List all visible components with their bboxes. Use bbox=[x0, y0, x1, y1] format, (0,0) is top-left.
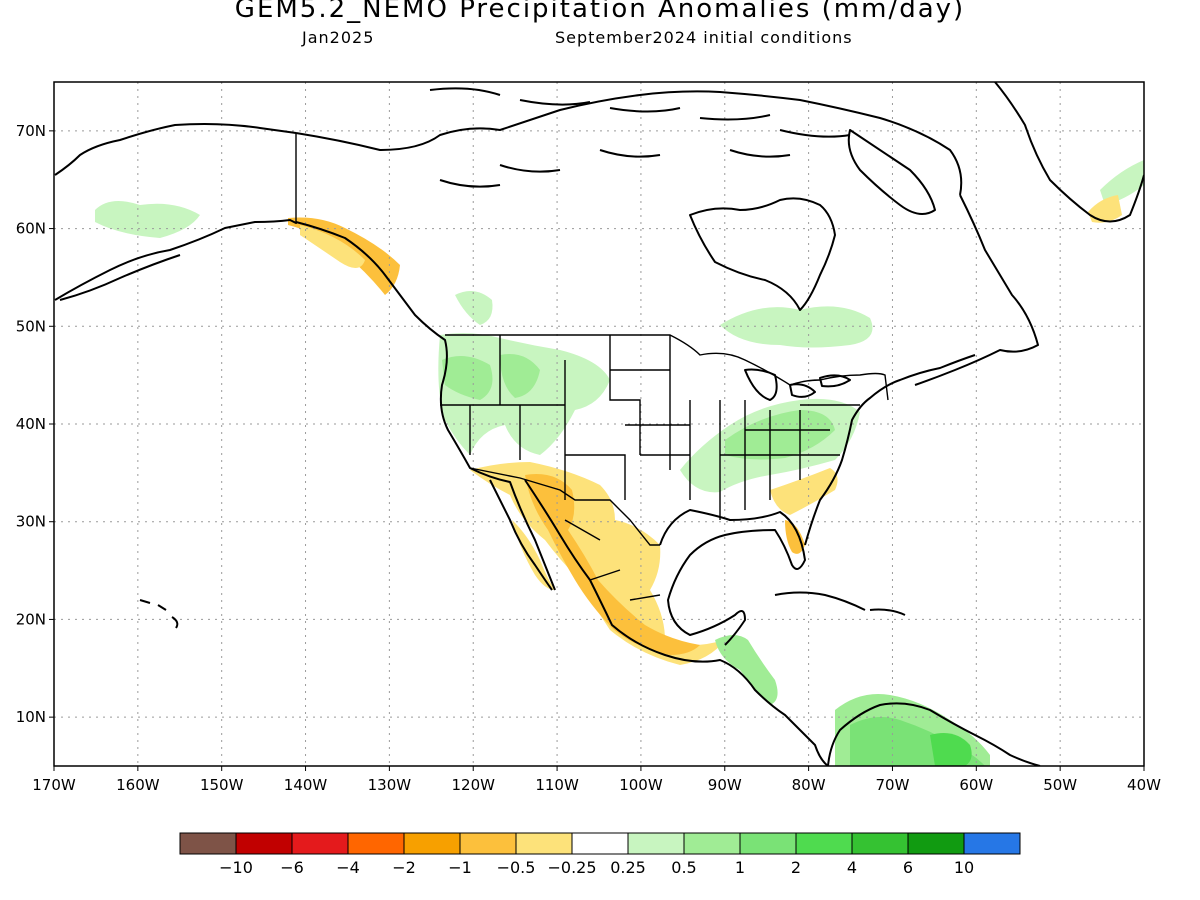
lon-tick-label: 120W bbox=[451, 776, 495, 794]
wet-anomaly-pacific-nw bbox=[455, 291, 493, 325]
state-boundaries bbox=[295, 133, 889, 601]
lon-tick-label: 100W bbox=[619, 776, 663, 794]
dry-anomaly-southwest bbox=[470, 462, 725, 665]
colorbar-swatch bbox=[291, 832, 349, 855]
lat-tick-label: 20N bbox=[16, 610, 46, 628]
colorbar-swatch bbox=[795, 832, 853, 855]
lat-tick-label: 40N bbox=[16, 415, 46, 433]
colorbar-label: 10 bbox=[954, 858, 974, 877]
colorbar-label: 6 bbox=[903, 858, 913, 877]
initial-conditions: September2024 initial conditions bbox=[555, 28, 853, 47]
lon-tick-label: 110W bbox=[535, 776, 579, 794]
coast-alaska bbox=[54, 123, 297, 301]
coast-alaska-peninsula bbox=[59, 254, 181, 301]
lon-tick-label: 60W bbox=[959, 776, 993, 794]
lat-tick-label: 30N bbox=[16, 513, 46, 531]
wet-anomaly-oregon bbox=[442, 356, 493, 400]
colorbar-swatch bbox=[907, 832, 965, 855]
forecast-month: Jan2025 bbox=[302, 28, 375, 47]
colorbar-label: 2 bbox=[791, 858, 801, 877]
map-title: GEM5.2_NEMO Precipitation Anomalies (mm/… bbox=[234, 0, 966, 24]
coast-labrador bbox=[914, 194, 1039, 386]
coast-central-america bbox=[827, 702, 1041, 766]
coast-pacific-nw bbox=[295, 221, 556, 591]
wet-anomaly-greenland bbox=[1100, 160, 1144, 205]
coast-hawaii bbox=[139, 599, 179, 629]
lon-tick-label: 170W bbox=[32, 776, 76, 794]
colorbar-label: 0.25 bbox=[610, 858, 646, 877]
lon-tick-label: 40W bbox=[1127, 776, 1161, 794]
dry-anomaly-baja bbox=[512, 520, 555, 590]
border-us-mexico bbox=[469, 467, 660, 546]
border-mexico-states bbox=[564, 519, 661, 601]
map-area bbox=[54, 82, 1144, 766]
coast-arctic-islands bbox=[429, 87, 851, 188]
coast-atlantic-us bbox=[804, 354, 976, 546]
coastlines bbox=[54, 82, 1144, 766]
colorbar-swatch bbox=[627, 832, 685, 855]
dry-anomaly-bc-coast bbox=[288, 217, 400, 295]
map-axes: 170W 160W 150W 140W 130W 120W 110W 100W 90W 80W 70… bbox=[16, 122, 1161, 794]
dry-anomaly-southeast bbox=[770, 468, 838, 515]
lon-tick-label: 130W bbox=[368, 776, 412, 794]
coast-gulf-of-mexico bbox=[659, 509, 806, 646]
lon-tick-label: 70W bbox=[876, 776, 910, 794]
wet-anomaly-andes bbox=[930, 732, 972, 766]
colorbar-swatch bbox=[739, 832, 797, 855]
graticule bbox=[54, 82, 1144, 766]
coast-greenland bbox=[994, 82, 1144, 223]
dry-anomaly-greenland bbox=[1088, 195, 1122, 223]
colorbar-swatch bbox=[851, 832, 909, 855]
colorbar-swatch bbox=[571, 832, 629, 855]
coast-great-lakes bbox=[744, 368, 851, 401]
coast-hudson-bay bbox=[689, 197, 836, 311]
colorbar-swatch bbox=[179, 832, 237, 855]
lon-tick-label: 140W bbox=[284, 776, 328, 794]
colorbar-label: −0.25 bbox=[547, 858, 596, 877]
wet-anomaly-ohio-valley bbox=[725, 410, 835, 460]
colorbar-label: −10 bbox=[219, 858, 253, 877]
colorbar-label: −4 bbox=[336, 858, 360, 877]
lon-tick-label: 50W bbox=[1043, 776, 1077, 794]
lon-tick-label: 160W bbox=[116, 776, 160, 794]
wet-anomaly-idaho bbox=[500, 354, 540, 398]
anomaly-shading bbox=[95, 160, 1144, 766]
colorbar-label: 0.5 bbox=[671, 858, 696, 877]
lon-tick-label: 80W bbox=[792, 776, 826, 794]
lat-tick-label: 70N bbox=[16, 122, 46, 140]
colorbar-label: 4 bbox=[847, 858, 857, 877]
colorbar-label: −2 bbox=[392, 858, 416, 877]
colorbar-swatch bbox=[347, 832, 405, 855]
colorbar-label: −1 bbox=[448, 858, 472, 877]
lat-tick-label: 10N bbox=[16, 708, 46, 726]
colorbar-swatch bbox=[515, 832, 573, 855]
dry-anomaly-mexico-core bbox=[525, 474, 700, 655]
colorbar-label: −0.5 bbox=[497, 858, 536, 877]
border-us-states bbox=[440, 335, 860, 520]
lon-tick-label: 150W bbox=[200, 776, 244, 794]
lat-tick-label: 60N bbox=[16, 220, 46, 238]
coast-canada-arctic bbox=[295, 90, 963, 196]
coast-hispaniola bbox=[869, 608, 906, 616]
colorbar-label: 1 bbox=[735, 858, 745, 877]
colorbar-swatch bbox=[235, 832, 293, 855]
dry-anomaly-florida bbox=[785, 520, 805, 554]
wet-anomaly-ontario bbox=[720, 306, 873, 348]
colorbar-label: −6 bbox=[280, 858, 304, 877]
lat-tick-label: 50N bbox=[16, 317, 46, 335]
lon-tick-label: 90W bbox=[708, 776, 742, 794]
dry-anomaly-bc-inner bbox=[300, 225, 365, 269]
coast-baffin-island bbox=[847, 129, 936, 215]
wet-anomaly-central-america bbox=[715, 635, 778, 705]
coast-mexico-pacific bbox=[524, 479, 829, 766]
colorbar-swatch bbox=[459, 832, 517, 855]
coast-cuba bbox=[774, 591, 866, 611]
coast-baja bbox=[489, 479, 553, 591]
colorbar-swatch bbox=[403, 832, 461, 855]
colorbar-swatch bbox=[963, 832, 1021, 855]
colorbar-swatch bbox=[683, 832, 741, 855]
border-us-canada bbox=[445, 334, 889, 401]
colorbar: −10 −6 −4 −2 −1 −0.5 −0.25 0.25 0.5 1 2 4 6 10 bbox=[179, 832, 1021, 877]
